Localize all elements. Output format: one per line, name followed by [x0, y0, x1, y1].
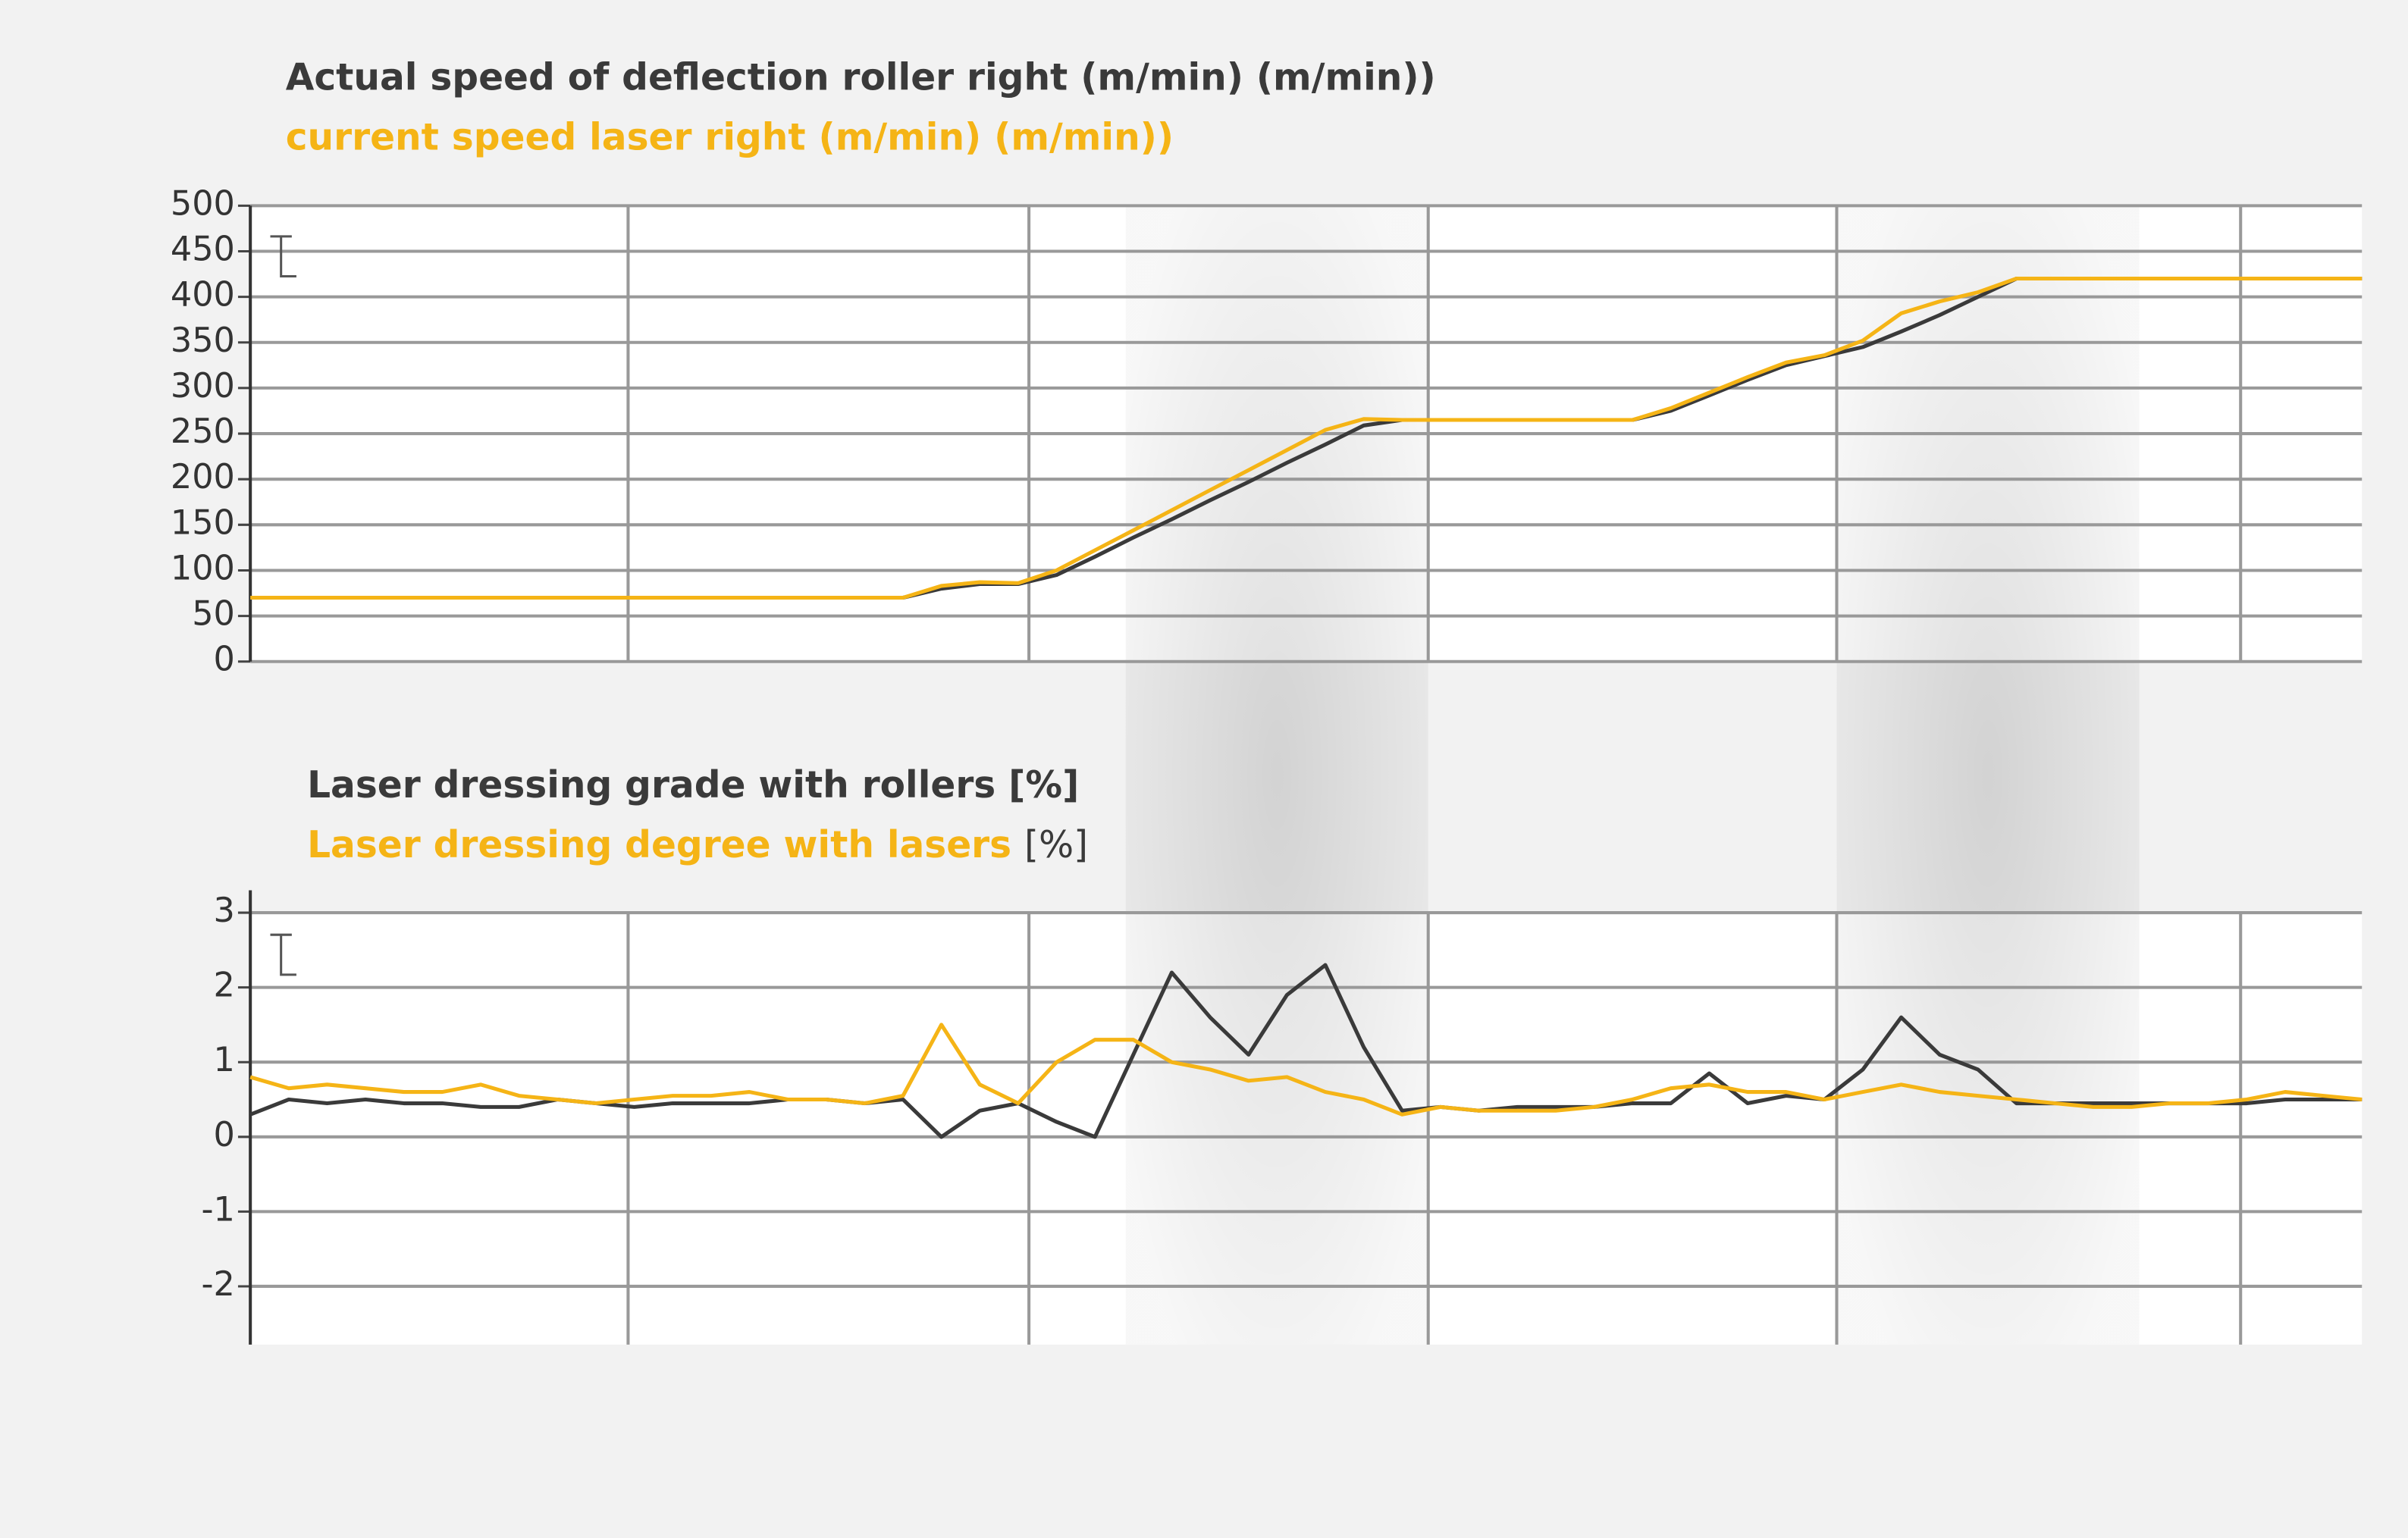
legend-unit: [%] — [1024, 824, 1088, 866]
y-tick-label: 150 — [171, 503, 235, 542]
y-tick-label: -2 — [201, 1264, 234, 1304]
y-tick-label: 350 — [171, 321, 235, 360]
y-tick-label: 0 — [214, 640, 235, 679]
y-tick-label: 3 — [214, 891, 235, 930]
legend-entry: Actual speed of deflection roller right … — [286, 56, 1436, 99]
y-tick-label: 300 — [171, 366, 235, 406]
y-tick-label: 1 — [214, 1040, 235, 1079]
highlight-band — [1836, 205, 2140, 1345]
y-tick-label: 500 — [171, 183, 235, 223]
y-tick-label: 50 — [192, 594, 235, 634]
legend-name: Actual speed of deflection roller right … — [286, 56, 1436, 99]
legend-entry: Laser dressing grade with rollers [%] — [307, 764, 1079, 807]
series-line — [249, 1023, 2363, 1117]
cursor-icon — [270, 235, 296, 976]
y-tick-label: 200 — [171, 457, 235, 496]
highlight-band — [1125, 205, 1428, 1345]
series-line — [250, 276, 2363, 600]
y-tick-label: 400 — [171, 275, 235, 315]
legend-name: Laser dressing grade with rollers [%] — [307, 764, 1079, 807]
y-tick-label: 0 — [214, 1115, 235, 1154]
y-tick-label: -1 — [201, 1189, 234, 1229]
y-tick-label: 2 — [214, 966, 235, 1005]
y-tick-label: 450 — [171, 229, 235, 268]
legend-entry: Laser dressing degree with lasers [%] — [307, 824, 1088, 866]
legend-name: current speed laser right (m/min) (m/min… — [286, 116, 1174, 158]
legend-space — [1011, 824, 1024, 866]
legend-entry: current speed laser right (m/min) (m/min… — [286, 116, 1174, 158]
legend-name: Laser dressing degree with lasers — [307, 824, 1011, 866]
y-tick-label: 100 — [171, 548, 235, 587]
y-tick-label: 250 — [171, 412, 235, 451]
